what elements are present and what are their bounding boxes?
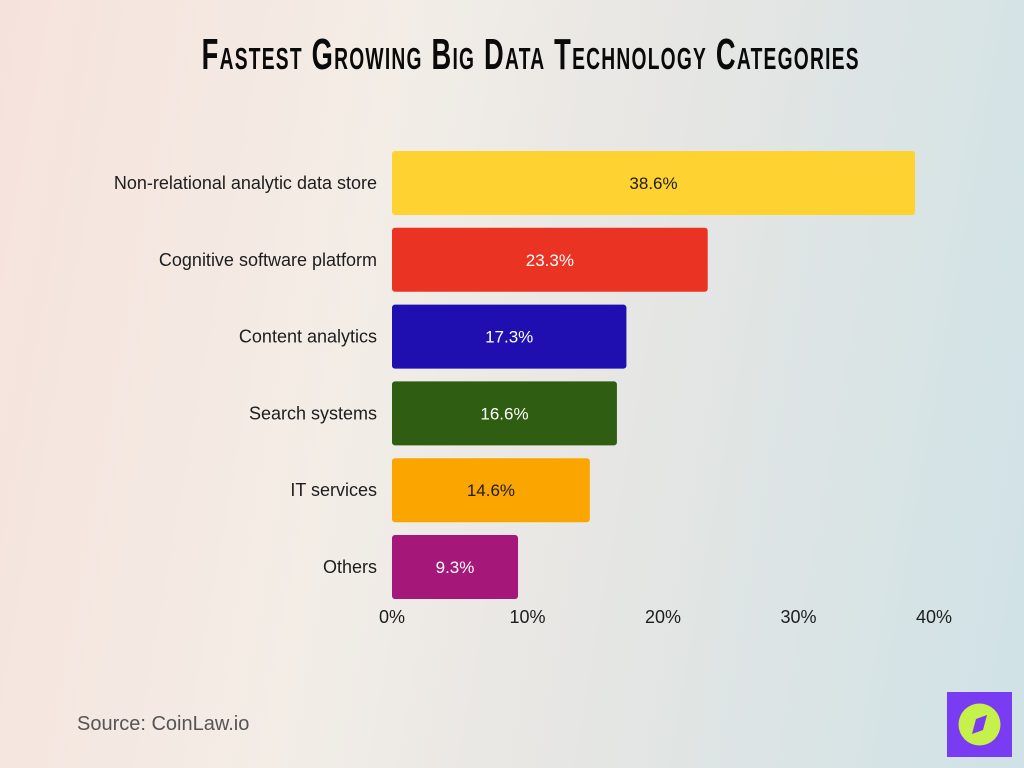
data-label: 14.6% — [467, 481, 515, 500]
source-text: Source: CoinLaw.io — [77, 713, 250, 735]
category-label: Search systems — [249, 403, 377, 423]
data-label: 16.6% — [480, 404, 528, 423]
x-tick-label: 30% — [780, 607, 816, 627]
x-tick-label: 20% — [645, 607, 681, 627]
data-label: 23.3% — [526, 251, 574, 270]
x-tick-label: 0% — [379, 607, 405, 627]
bar — [392, 458, 590, 523]
data-label: 9.3% — [436, 558, 475, 577]
x-tick-label: 10% — [509, 607, 545, 627]
bar — [392, 535, 519, 599]
bar — [392, 227, 708, 292]
category-label: IT services — [290, 480, 377, 500]
bar — [392, 381, 617, 446]
chart-title: Fastest Growing Big Data Technology Cate… — [201, 30, 860, 79]
category-label: Others — [323, 557, 377, 577]
data-label: 38.6% — [629, 174, 677, 193]
data-label: 17.3% — [485, 328, 533, 347]
category-label: Non-relational analytic data store — [114, 173, 377, 193]
category-label: Content analytics — [239, 327, 377, 347]
logo — [947, 692, 1012, 757]
compass-icon — [958, 703, 1001, 746]
bar — [392, 151, 916, 215]
bar — [392, 304, 627, 369]
category-label: Cognitive software platform — [159, 250, 377, 270]
x-tick-label: 40% — [916, 607, 952, 627]
